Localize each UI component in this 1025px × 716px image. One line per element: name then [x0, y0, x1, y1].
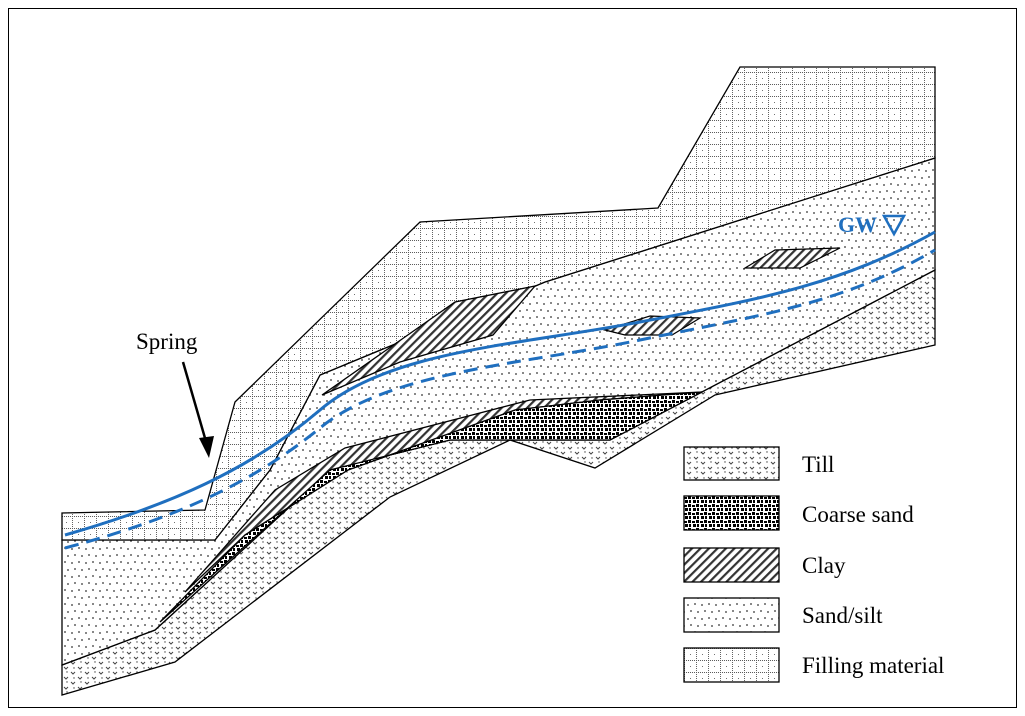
groundwater-line-solid — [64, 230, 936, 537]
clay-lens-small-1 — [602, 315, 703, 336]
clay-lens-small-2 — [742, 247, 841, 269]
legend-swatch-till — [683, 446, 780, 481]
figure-frame — [8, 8, 1017, 708]
legend-label-filling-material: Filling material — [802, 653, 944, 678]
legend-label-coarse-sand: Coarse sand — [802, 502, 914, 527]
gw-triangle-icon — [881, 214, 907, 237]
legend-label-clay: Clay — [802, 553, 846, 578]
spring-label: Spring — [136, 329, 198, 354]
spring-arrow — [181, 361, 209, 446]
legend-swatch-coarse-sand — [683, 495, 780, 531]
legend-swatch-sand-silt — [683, 597, 780, 633]
legend-label-sand-silt: Sand/silt — [802, 603, 883, 628]
legend-label-till: Till — [802, 452, 834, 477]
coarse-sand-layer — [159, 391, 703, 623]
legend-swatch-clay — [683, 547, 780, 583]
legend-swatch-filling-material — [683, 647, 780, 683]
filling-material-layer — [61, 66, 936, 541]
gw-label: GW — [838, 212, 877, 237]
spring-arrow-head — [199, 436, 214, 458]
groundwater-line-dashed — [64, 248, 936, 550]
clay-lens-upper — [321, 284, 537, 396]
legend: Till Coarse sand Clay Sand/silt Filling … — [683, 446, 944, 683]
